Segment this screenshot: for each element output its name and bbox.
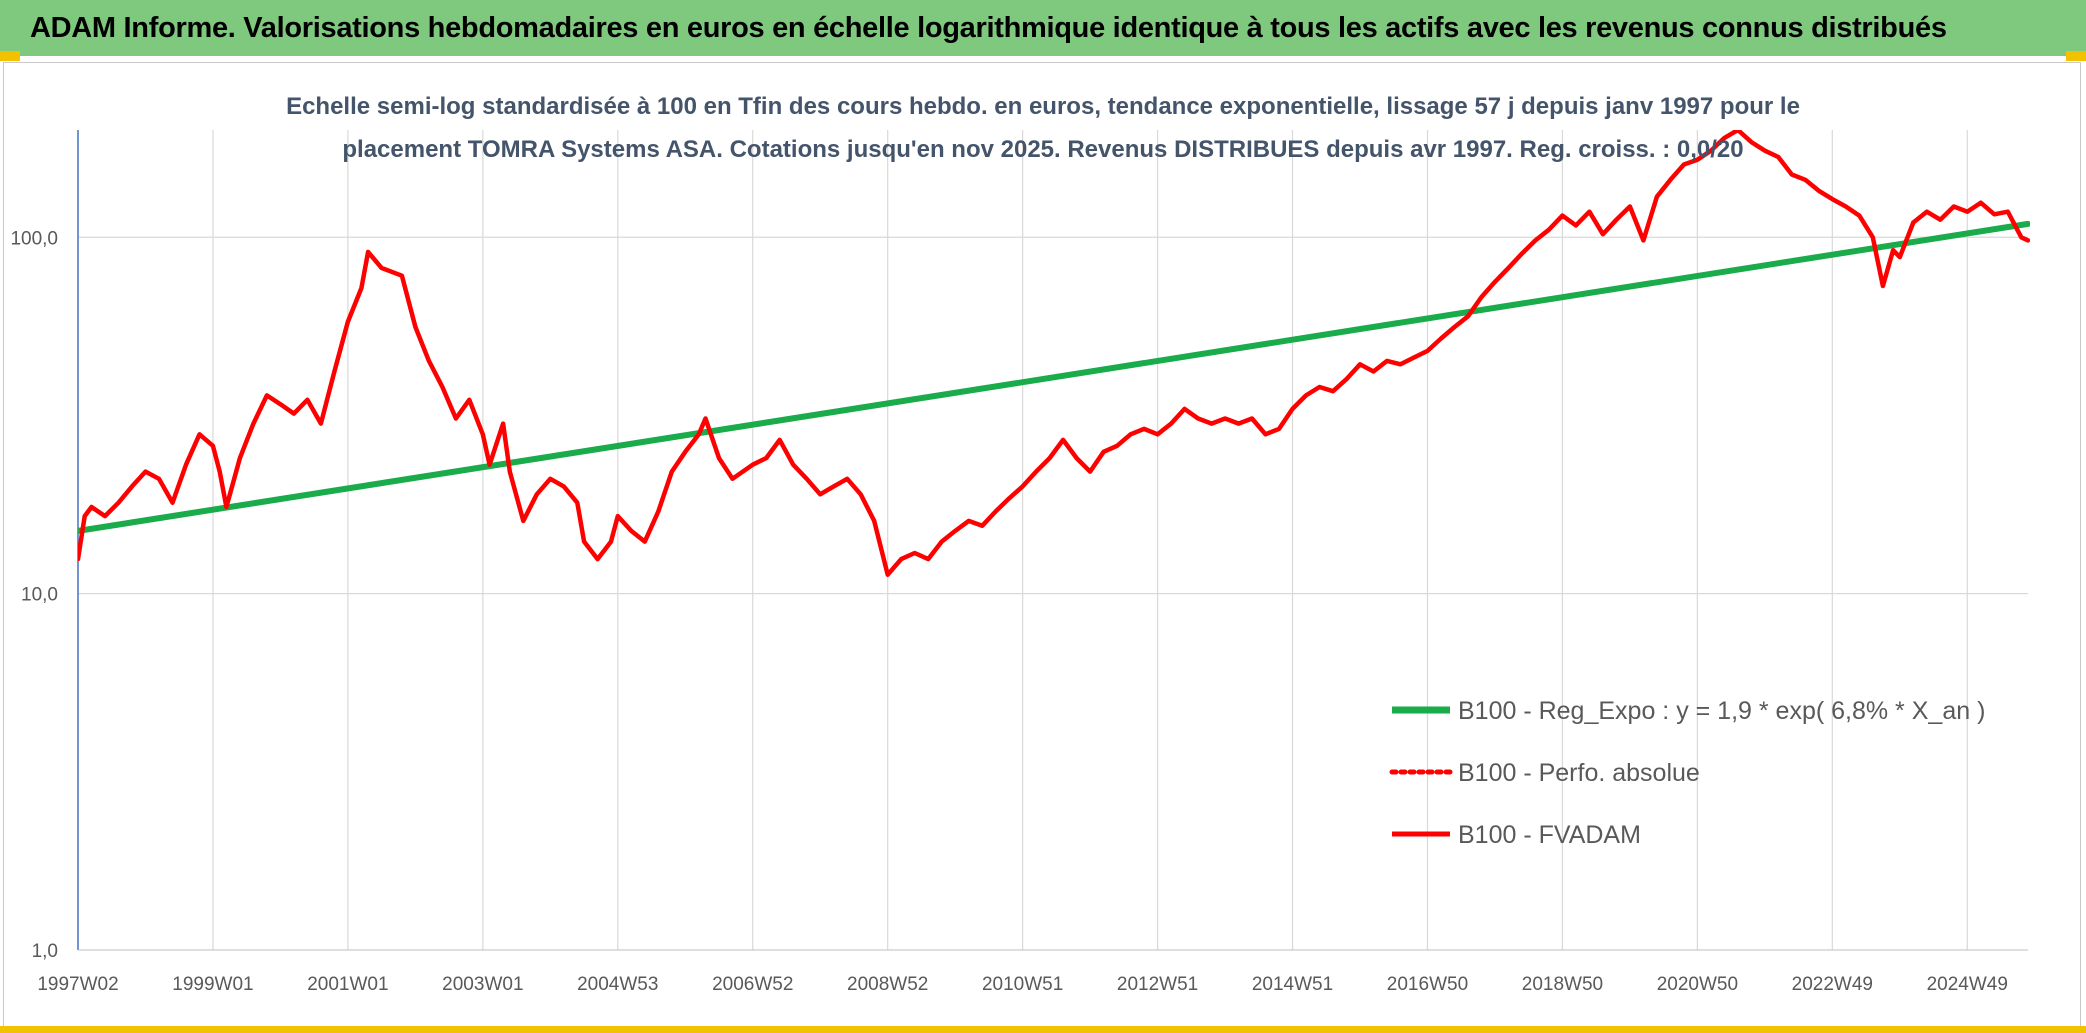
x-tick-label: 2018W50 bbox=[1522, 974, 1603, 995]
y-tick-label: 10,0 bbox=[21, 585, 58, 606]
x-tick-label: 2004W53 bbox=[577, 974, 658, 995]
chart-title-line-1: Echelle semi-log standardisée à 100 en T… bbox=[286, 93, 1800, 120]
x-tick-label: 2024W49 bbox=[1927, 974, 2008, 995]
x-tick-label: 2016W50 bbox=[1387, 974, 1468, 995]
report-title-banner: ADAM Informe. Valorisations hebdomadaire… bbox=[0, 0, 2086, 56]
x-tick-label: 2001W01 bbox=[307, 974, 388, 995]
x-tick-label: 2006W52 bbox=[712, 974, 793, 995]
legend-label: B100 - FVADAM bbox=[1458, 821, 1641, 849]
x-tick-label: 2003W01 bbox=[442, 974, 523, 995]
chart-legend: B100 - Reg_Expo : y = 1,9 * exp( 6,8% * … bbox=[1389, 697, 1985, 849]
grid-lines bbox=[78, 130, 2028, 950]
report-title: ADAM Informe. Valorisations hebdomadaire… bbox=[30, 11, 1947, 44]
x-tick-label: 2008W52 bbox=[847, 974, 928, 995]
regression-trend-line bbox=[78, 220, 2030, 534]
x-tick-label: 2010W51 bbox=[982, 974, 1063, 995]
chart-title-line-2: placement TOMRA Systems ASA. Cotations j… bbox=[342, 136, 1743, 163]
x-tick-label: 2014W51 bbox=[1252, 974, 1333, 995]
corner-marker-left bbox=[0, 51, 20, 61]
y-tick-label: 100,0 bbox=[10, 228, 58, 249]
corner-marker-right bbox=[2066, 51, 2086, 61]
x-tick-label: 2012W51 bbox=[1117, 974, 1198, 995]
x-tick-label: 1999W01 bbox=[172, 974, 253, 995]
legend-label: B100 - Reg_Expo : y = 1,9 * exp( 6,8% * … bbox=[1458, 697, 1985, 725]
x-tick-label: 2022W49 bbox=[1792, 974, 1873, 995]
y-tick-label: 1,0 bbox=[32, 941, 58, 962]
x-tick-labels: 1997W02 1999W01 2001W01 2003W01 2004W53 2006W… bbox=[37, 974, 2008, 995]
y-tick-labels: 1,0 10,0 100,0 bbox=[10, 228, 58, 962]
bottom-accent-bar bbox=[0, 1026, 2086, 1033]
series-lines bbox=[78, 130, 2030, 577]
x-tick-label: 1997W02 bbox=[37, 974, 118, 995]
x-tick-label: 2020W50 bbox=[1657, 974, 1738, 995]
fvadam-price-line bbox=[78, 130, 2030, 577]
legend-label: B100 - Perfo. absolue bbox=[1458, 759, 1700, 787]
